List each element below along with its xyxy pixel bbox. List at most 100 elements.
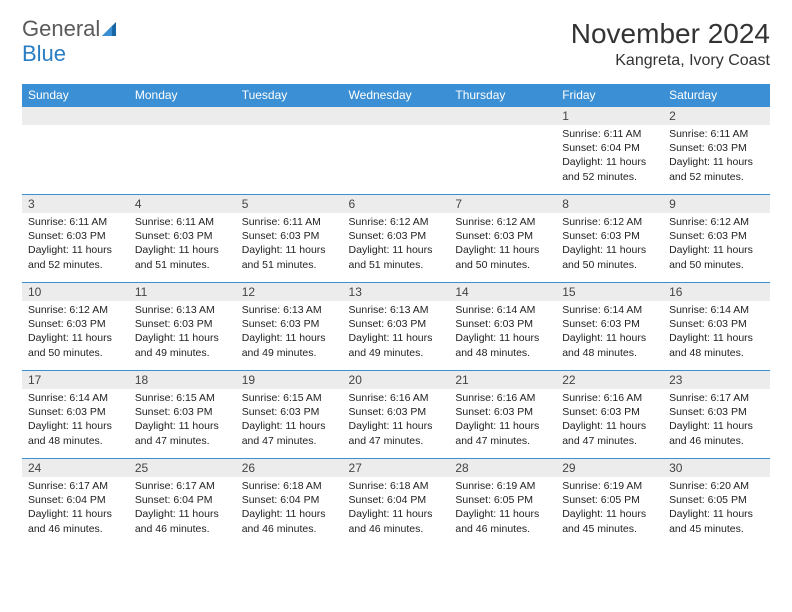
day-details: Sunrise: 6:19 AMSunset: 6:05 PMDaylight:… [556, 477, 663, 540]
day-number: 19 [236, 371, 343, 389]
day-details: Sunrise: 6:19 AMSunset: 6:05 PMDaylight:… [449, 477, 556, 540]
daylight-text: Daylight: 11 hours and 45 minutes. [669, 507, 764, 535]
daylight-text: Daylight: 11 hours and 46 minutes. [242, 507, 337, 535]
sunrise-text: Sunrise: 6:11 AM [135, 215, 230, 229]
day-number: 20 [343, 371, 450, 389]
calendar-day-cell: 7 Sunrise: 6:12 AMSunset: 6:03 PMDaylight… [449, 195, 556, 283]
sunset-text: Sunset: 6:03 PM [669, 405, 764, 419]
day-details: Sunrise: 6:15 AMSunset: 6:03 PMDaylight:… [129, 389, 236, 452]
sunrise-text: Sunrise: 6:17 AM [669, 391, 764, 405]
calendar-day-cell: 3Sunrise: 6:11 AMSunset: 6:03 PMDaylight… [22, 195, 129, 283]
sunset-text: Sunset: 6:03 PM [455, 317, 550, 331]
calendar-day-cell: 16Sunrise: 6:14 AMSunset: 6:03 PMDayligh… [663, 283, 770, 371]
day-number: 27 [343, 459, 450, 477]
daylight-text: Daylight: 11 hours and 47 minutes. [455, 419, 550, 447]
sunset-text: Sunset: 6:03 PM [669, 229, 764, 243]
day-number: 4 [129, 195, 236, 213]
daylight-text: Daylight: 11 hours and 52 minutes. [669, 155, 764, 183]
daylight-text: Daylight: 11 hours and 47 minutes. [242, 419, 337, 447]
day-details: Sunrise: 6:14 AMSunset: 6:03 PMDaylight:… [449, 301, 556, 364]
daylight-text: Daylight: 11 hours and 51 minutes. [349, 243, 444, 271]
location: Kangreta, Ivory Coast [571, 52, 770, 70]
sail-icon [100, 20, 120, 43]
calendar-day-cell [236, 107, 343, 195]
calendar-day-cell: 26Sunrise: 6:18 AMSunset: 6:04 PMDayligh… [236, 459, 343, 547]
sunset-text: Sunset: 6:03 PM [669, 141, 764, 155]
calendar-week-row: 3Sunrise: 6:11 AMSunset: 6:03 PMDaylight… [22, 195, 770, 283]
daylight-text: Daylight: 11 hours and 50 minutes. [455, 243, 550, 271]
sunrise-text: Sunrise: 6:17 AM [135, 479, 230, 493]
daylight-text: Daylight: 11 hours and 50 minutes. [28, 331, 123, 359]
day-details: Sunrise: 6:11 AMSunset: 6:03 PMDaylight:… [663, 125, 770, 188]
calendar-page: General Blue November 2024 Kangreta, Ivo… [0, 0, 792, 547]
sunrise-text: Sunrise: 6:13 AM [349, 303, 444, 317]
calendar-day-cell: 23Sunrise: 6:17 AMSunset: 6:03 PMDayligh… [663, 371, 770, 459]
day-details: Sunrise: 6:13 AMSunset: 6:03 PMDaylight:… [236, 301, 343, 364]
sunrise-text: Sunrise: 6:14 AM [28, 391, 123, 405]
day-number: 18 [129, 371, 236, 389]
day-number: 15 [556, 283, 663, 301]
daylight-text: Daylight: 11 hours and 46 minutes. [455, 507, 550, 535]
calendar-day-cell: 28Sunrise: 6:19 AMSunset: 6:05 PMDayligh… [449, 459, 556, 547]
day-number: 8 [556, 195, 663, 213]
day-details [22, 125, 129, 131]
sunset-text: Sunset: 6:03 PM [349, 405, 444, 419]
weekday-header: Saturday [663, 84, 770, 107]
sunrise-text: Sunrise: 6:15 AM [135, 391, 230, 405]
sunset-text: Sunset: 6:03 PM [455, 405, 550, 419]
calendar-day-cell: 20Sunrise: 6:16 AMSunset: 6:03 PMDayligh… [343, 371, 450, 459]
calendar-table: Sunday Monday Tuesday Wednesday Thursday… [22, 84, 770, 547]
day-details [236, 125, 343, 131]
sunset-text: Sunset: 6:03 PM [455, 229, 550, 243]
sunrise-text: Sunrise: 6:18 AM [242, 479, 337, 493]
sunset-text: Sunset: 6:03 PM [349, 229, 444, 243]
day-details: Sunrise: 6:16 AMSunset: 6:03 PMDaylight:… [556, 389, 663, 452]
calendar-day-cell: 5Sunrise: 6:11 AMSunset: 6:03 PMDaylight… [236, 195, 343, 283]
calendar-day-cell: 12Sunrise: 6:13 AMSunset: 6:03 PMDayligh… [236, 283, 343, 371]
sunrise-text: Sunrise: 6:13 AM [242, 303, 337, 317]
day-number: 25 [129, 459, 236, 477]
day-number: 30 [663, 459, 770, 477]
calendar-day-cell: 30Sunrise: 6:20 AMSunset: 6:05 PMDayligh… [663, 459, 770, 547]
day-number [129, 107, 236, 125]
daylight-text: Daylight: 11 hours and 46 minutes. [669, 419, 764, 447]
calendar-week-row: 24Sunrise: 6:17 AMSunset: 6:04 PMDayligh… [22, 459, 770, 547]
day-details: Sunrise: 6:17 AMSunset: 6:04 PMDaylight:… [129, 477, 236, 540]
day-details: Sunrise: 6:11 AMSunset: 6:03 PMDaylight:… [129, 213, 236, 276]
day-number: 22 [556, 371, 663, 389]
day-details [129, 125, 236, 131]
sunset-text: Sunset: 6:04 PM [562, 141, 657, 155]
daylight-text: Daylight: 11 hours and 46 minutes. [135, 507, 230, 535]
sunrise-text: Sunrise: 6:11 AM [562, 127, 657, 141]
day-details: Sunrise: 6:18 AMSunset: 6:04 PMDaylight:… [236, 477, 343, 540]
calendar-day-cell: 11Sunrise: 6:13 AMSunset: 6:03 PMDayligh… [129, 283, 236, 371]
day-number: 26 [236, 459, 343, 477]
sunrise-text: Sunrise: 6:17 AM [28, 479, 123, 493]
sunrise-text: Sunrise: 6:16 AM [455, 391, 550, 405]
sunset-text: Sunset: 6:04 PM [135, 493, 230, 507]
calendar-day-cell [343, 107, 450, 195]
sunrise-text: Sunrise: 6:14 AM [669, 303, 764, 317]
sunrise-text: Sunrise: 6:14 AM [455, 303, 550, 317]
day-details [343, 125, 450, 131]
day-number: 7 [449, 195, 556, 213]
day-number [343, 107, 450, 125]
day-details: Sunrise: 6:14 AMSunset: 6:03 PMDaylight:… [556, 301, 663, 364]
calendar-body: 1Sunrise: 6:11 AMSunset: 6:04 PMDaylight… [22, 107, 770, 547]
calendar-day-cell: 25Sunrise: 6:17 AMSunset: 6:04 PMDayligh… [129, 459, 236, 547]
day-details: Sunrise: 6:11 AMSunset: 6:04 PMDaylight:… [556, 125, 663, 188]
sunrise-text: Sunrise: 6:11 AM [28, 215, 123, 229]
daylight-text: Daylight: 11 hours and 51 minutes. [135, 243, 230, 271]
calendar-day-cell: 17Sunrise: 6:14 AMSunset: 6:03 PMDayligh… [22, 371, 129, 459]
calendar-day-cell [449, 107, 556, 195]
calendar-day-cell: 22Sunrise: 6:16 AMSunset: 6:03 PMDayligh… [556, 371, 663, 459]
logo-text-blue: Blue [22, 41, 66, 66]
sunset-text: Sunset: 6:03 PM [28, 405, 123, 419]
day-details: Sunrise: 6:12 AMSunset: 6:03 PMDaylight:… [22, 301, 129, 364]
sunset-text: Sunset: 6:05 PM [669, 493, 764, 507]
day-number: 5 [236, 195, 343, 213]
sunrise-text: Sunrise: 6:12 AM [455, 215, 550, 229]
sunrise-text: Sunrise: 6:12 AM [28, 303, 123, 317]
day-number: 13 [343, 283, 450, 301]
sunset-text: Sunset: 6:03 PM [669, 317, 764, 331]
